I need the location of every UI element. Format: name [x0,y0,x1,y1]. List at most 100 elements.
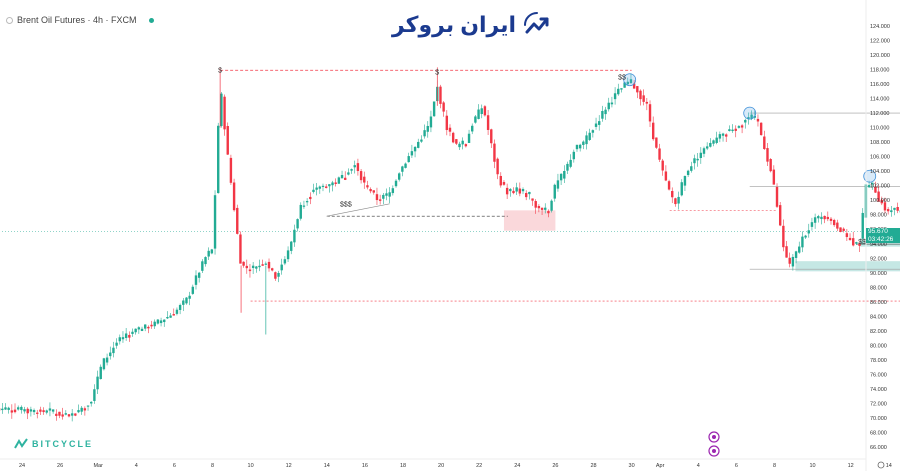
demand-zone [795,261,900,272]
candle-body-82 [258,265,261,268]
candle-body-129 [407,156,410,163]
candle-body-182 [575,144,579,150]
candle-body-149 [471,125,474,132]
candle-body-146 [461,140,464,145]
candle-body-216 [683,175,687,186]
y-tick-label-29: 66.000 [870,445,887,451]
candle-body-221 [699,152,703,158]
candle-body-196 [620,88,623,90]
x-tick-label-17: Apr [656,463,665,469]
candle-body-107 [337,177,341,184]
candle-body-157 [496,158,499,175]
candle-body-178 [563,171,566,179]
candle-body-190 [601,110,604,119]
candle-body-226 [715,137,718,143]
x-tick-label-16: 30 [629,463,635,469]
candle-body-55 [172,314,175,316]
candle-body-202 [639,90,642,100]
candle-body-150 [474,116,477,123]
symbol-header[interactable]: Brent Oil Futures · 4h · FXCM [6,15,154,25]
candle-body-217 [686,170,690,176]
candle-body-114 [359,171,363,181]
candle-body-23 [70,413,74,416]
candle-body-12 [36,412,39,414]
candle-body-15 [45,410,48,413]
candle-body-228 [721,133,725,136]
y-tick-label-13: 98.000 [870,213,887,219]
candle-body-204 [645,101,649,104]
candle-body-219 [693,158,696,164]
candle-body-168 [531,198,534,201]
x-tick-label-19: 6 [735,463,738,469]
candle-body-4 [10,410,14,413]
candle-body-154 [486,115,490,130]
candle-body-158 [499,175,502,186]
candle-body-199 [629,79,633,84]
candle-body-181 [572,151,576,160]
liquidity-zone [860,239,900,247]
liquidity-label-0: $ [218,67,222,74]
event-marker-inner-0 [712,435,716,439]
candle-body-177 [559,173,563,181]
symbol-circle-icon [6,16,13,24]
candle-body-212 [671,190,674,198]
candle-body-175 [553,184,556,199]
candle-body-283 [896,206,899,211]
settings-icon[interactable] [877,461,885,469]
y-tick-label-10: 104.000 [870,169,890,175]
candle-body-54 [169,315,172,318]
candle-body-78 [245,265,248,269]
candle-body-105 [331,182,334,186]
liquidity-label-2: $$ [618,75,626,82]
candle-body-188 [594,123,598,127]
candle-body-215 [680,182,683,196]
candle-body-278 [880,199,883,204]
candle-body-68 [213,195,217,249]
x-tick-label-21: 10 [810,463,816,469]
candle-body-76 [239,234,242,264]
x-tick-label-2: Mar [93,463,103,469]
candle-body-248 [785,246,788,258]
candle-body-208 [658,148,661,160]
x-tick-label-4: 6 [173,463,176,469]
candle-body-111 [350,169,353,171]
candle-body-9 [26,408,29,414]
candle-body-227 [718,134,722,139]
candle-body-274 [867,185,871,188]
candle-body-247 [782,225,785,248]
candle-body-166 [524,192,528,198]
candle-body-164 [518,188,522,194]
candle-body-1 [1,408,4,411]
candle-body-239 [756,118,760,122]
candle-body-229 [725,134,728,137]
candle-body-230 [728,129,731,132]
candle-body-237 [750,114,753,119]
candle-body-165 [521,189,525,192]
y-tick-label-12: 100.000 [870,198,890,204]
candle-body-205 [648,104,652,122]
candle-body-69 [217,125,220,194]
candle-body-36 [112,347,115,354]
candle-body-136 [429,116,433,128]
candle-body-242 [766,148,769,162]
candle-body-117 [369,189,372,192]
candle-body-224 [709,142,712,147]
candle-body-173 [547,211,550,214]
candle-body-38 [118,337,121,342]
candle-body-119 [375,194,379,201]
candle-body-60 [188,295,191,299]
x-tick-label-1: 26 [57,463,63,469]
candle-body-94 [296,219,299,229]
candle-body-49 [153,321,156,327]
x-tick-label-8: 14 [324,463,330,469]
candle-body-253 [801,236,804,248]
candle-body-92 [290,241,293,251]
candle-body-244 [772,169,776,185]
candle-body-81 [255,266,258,269]
candle-body-140 [442,102,445,112]
candle-body-43 [134,328,137,333]
candle-body-73 [229,157,233,183]
candle-body-266 [842,228,845,231]
candle-body-42 [131,331,134,334]
